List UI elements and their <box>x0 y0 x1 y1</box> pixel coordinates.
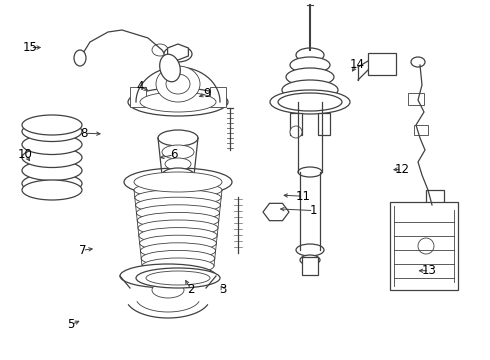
Ellipse shape <box>165 158 191 170</box>
Bar <box>408 93 424 105</box>
Ellipse shape <box>418 238 434 254</box>
Ellipse shape <box>286 68 334 86</box>
Ellipse shape <box>136 268 220 288</box>
Ellipse shape <box>162 145 194 159</box>
Text: 12: 12 <box>394 163 409 176</box>
Bar <box>210 87 226 107</box>
Text: 9: 9 <box>203 87 211 100</box>
Ellipse shape <box>158 130 198 146</box>
Ellipse shape <box>300 255 320 265</box>
Ellipse shape <box>142 258 214 274</box>
Text: 13: 13 <box>422 264 437 277</box>
Ellipse shape <box>134 182 222 198</box>
Bar <box>390 202 458 290</box>
Text: 15: 15 <box>23 41 38 54</box>
Ellipse shape <box>164 46 192 62</box>
Ellipse shape <box>134 172 222 192</box>
Text: 7: 7 <box>78 244 86 257</box>
Text: 10: 10 <box>18 148 33 161</box>
Ellipse shape <box>135 190 221 206</box>
Polygon shape <box>168 44 188 60</box>
Text: 1: 1 <box>310 204 318 217</box>
Ellipse shape <box>152 282 184 298</box>
Ellipse shape <box>141 243 216 259</box>
Bar <box>318 113 330 135</box>
Bar <box>130 87 146 107</box>
Ellipse shape <box>22 115 82 135</box>
Ellipse shape <box>137 212 219 228</box>
Ellipse shape <box>141 251 215 266</box>
Ellipse shape <box>74 50 86 66</box>
Ellipse shape <box>298 167 322 177</box>
Ellipse shape <box>162 168 194 182</box>
Ellipse shape <box>139 228 217 244</box>
Ellipse shape <box>270 90 350 114</box>
Ellipse shape <box>166 74 190 94</box>
Ellipse shape <box>290 57 330 73</box>
Ellipse shape <box>22 161 82 180</box>
Ellipse shape <box>282 80 338 100</box>
Text: 5: 5 <box>67 318 75 331</box>
Text: 3: 3 <box>219 283 227 296</box>
Text: 14: 14 <box>349 58 364 71</box>
Bar <box>302 257 318 275</box>
Ellipse shape <box>152 44 168 56</box>
Ellipse shape <box>296 244 324 256</box>
Bar <box>414 125 428 135</box>
Ellipse shape <box>22 180 82 200</box>
Ellipse shape <box>269 206 283 218</box>
Ellipse shape <box>22 135 82 154</box>
Text: 2: 2 <box>187 283 195 296</box>
Polygon shape <box>263 203 289 221</box>
Ellipse shape <box>296 48 324 62</box>
Ellipse shape <box>22 174 82 194</box>
Ellipse shape <box>156 66 200 102</box>
Ellipse shape <box>120 264 216 288</box>
Text: 6: 6 <box>170 148 178 161</box>
Ellipse shape <box>278 93 342 111</box>
Ellipse shape <box>128 88 228 116</box>
Ellipse shape <box>290 126 302 138</box>
Bar <box>426 190 444 210</box>
Ellipse shape <box>136 205 220 221</box>
Ellipse shape <box>22 122 82 141</box>
Text: 4: 4 <box>136 80 144 93</box>
Ellipse shape <box>146 271 210 285</box>
Ellipse shape <box>160 54 180 82</box>
Ellipse shape <box>140 92 216 112</box>
Bar <box>368 53 396 75</box>
Ellipse shape <box>136 197 220 213</box>
Ellipse shape <box>138 220 218 236</box>
Ellipse shape <box>22 148 82 167</box>
Ellipse shape <box>124 168 232 196</box>
Ellipse shape <box>140 235 217 251</box>
Text: 8: 8 <box>80 127 88 140</box>
Text: 11: 11 <box>295 190 310 203</box>
Ellipse shape <box>411 57 425 67</box>
Bar <box>290 113 302 135</box>
